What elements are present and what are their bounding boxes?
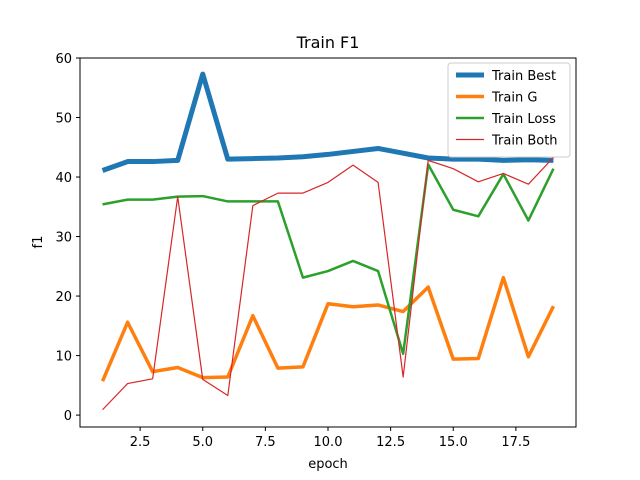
x-axis-title: epoch [308,457,348,472]
y-tick-label: 0 [64,409,72,424]
series-line-4 [102,156,554,411]
x-tick-label: 5.0 [192,435,213,450]
axes: 2.5 5.0 7.5 10.0 12.5 15.0 17.5 0 10 20 30 40 50 60 [55,52,577,450]
series-line-1 [101,71,554,173]
x-tick-label: 15.0 [439,435,468,450]
x-tick-label: 2.5 [130,435,151,450]
legend-label: Train Both [491,134,558,149]
y-axis-title: f1 [31,236,46,249]
plot-area [100,71,556,411]
legend-label: Train Best [491,69,556,84]
legend-label: Train G [491,91,537,106]
legend-label: Train Loss [491,112,556,127]
series-line-2 [100,275,556,382]
y-tick-label: 40 [55,171,72,186]
y-tick-label: 20 [55,290,72,305]
chart-title: Train F1 [296,33,360,52]
x-tick-label: 7.5 [255,435,276,450]
x-tick-label: 12.5 [376,435,405,450]
y-tick-label: 30 [55,231,72,246]
legend-box [447,62,571,158]
legend: Train Best Train G Train Loss Train Both [447,62,571,158]
x-tick-label: 10.0 [314,435,343,450]
y-tick-label: 50 [55,112,72,127]
y-tick-label: 10 [55,350,72,365]
x-tick-label: 17.5 [501,435,530,450]
y-tick-label: 60 [55,52,72,67]
